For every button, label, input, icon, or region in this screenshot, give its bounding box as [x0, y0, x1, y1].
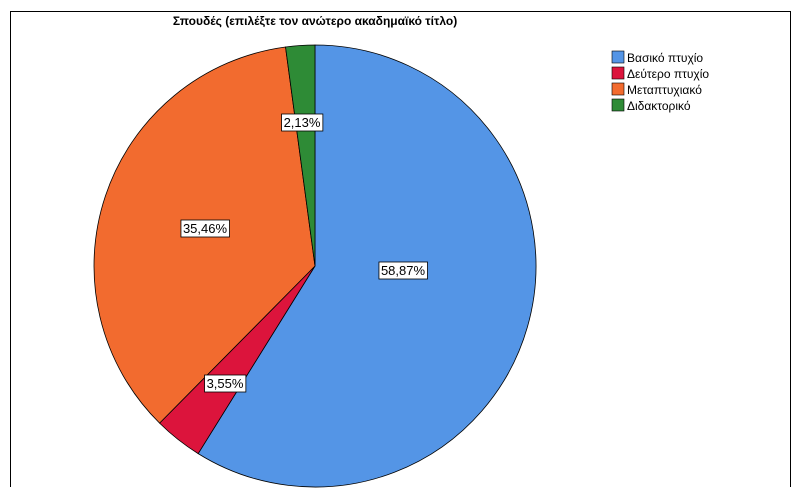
svg-text:58,87%: 58,87%: [381, 263, 426, 278]
slice-label-3: 35,46%: [180, 219, 230, 238]
pie-slices: [93, 44, 537, 488]
legend-item-1: Βασικό πτυχίο: [611, 50, 703, 65]
pie-slice-1: [197, 44, 537, 488]
slice-labels: 58,87% 3,55% 35,46% 2,13%: [180, 113, 428, 393]
legend: Βασικό πτυχίο Δεύτερο πτυχίο Μεταπτυχιακό Δ…: [611, 50, 709, 113]
legend-swatch: [611, 98, 625, 112]
svg-text:3,55%: 3,55%: [207, 376, 244, 391]
legend-swatch: [611, 66, 625, 80]
legend-item-2: Δεύτερο πτυχίο: [611, 66, 709, 81]
legend-swatch: [611, 50, 625, 64]
chart-title: Σπουδές (επιλέξτε τον ανώτερο ακαδημαϊκό…: [172, 14, 458, 28]
slice-label-4: 2,13%: [281, 113, 324, 132]
slice-label-1: 58,87%: [378, 261, 428, 280]
legend-item-3: Μεταπτυχιακό: [611, 82, 702, 97]
legend-swatch: [611, 82, 625, 96]
legend-label: Διδακτορικό: [627, 99, 691, 113]
legend-item-4: Διδακτορικό: [611, 98, 691, 113]
slice-label-2: 3,55%: [204, 374, 247, 393]
svg-text:2,13%: 2,13%: [284, 115, 321, 130]
pie-slice-4: [285, 44, 316, 267]
svg-text:35,46%: 35,46%: [183, 221, 228, 236]
legend-label: Βασικό πτυχίο: [627, 51, 703, 65]
legend-label: Μεταπτυχιακό: [627, 83, 702, 97]
legend-label: Δεύτερο πτυχίο: [627, 67, 709, 81]
